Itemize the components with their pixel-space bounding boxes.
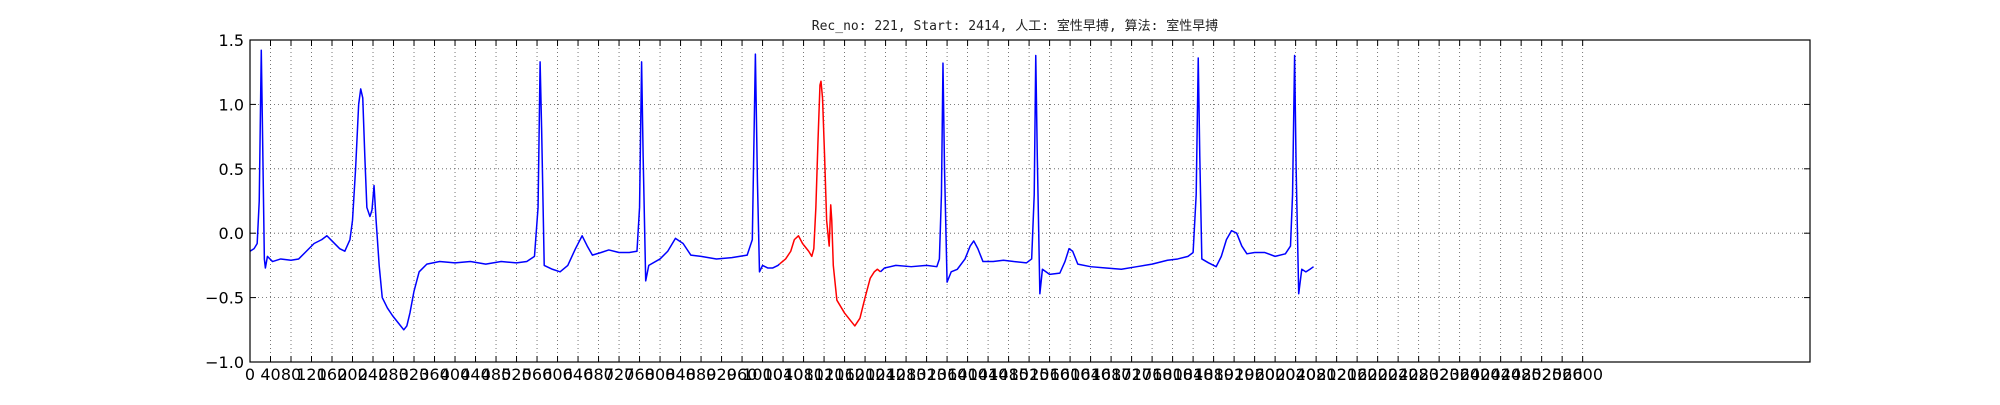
x-tick-label: 520 xyxy=(501,365,532,384)
ecg-series-line-2 xyxy=(778,80,881,327)
x-tick-label: 360 xyxy=(419,365,450,384)
plot-frame xyxy=(249,39,1811,363)
y-tick-label: −0.5 xyxy=(205,289,244,308)
x-tick-label: 760 xyxy=(624,365,655,384)
chart-title: Rec_no: 221, Start: 2414, 人工: 室性早搏, 算法: … xyxy=(812,18,1218,34)
x-tick-label: 840 xyxy=(665,365,696,384)
x-tick-label: 2160 xyxy=(1337,365,1378,384)
x-tick-label: 600 xyxy=(542,365,573,384)
x-tick-label: 480 xyxy=(481,365,512,384)
x-tick-label: 1320 xyxy=(906,365,947,384)
x-tick-label: 1200 xyxy=(845,365,886,384)
x-tick-label: 2000 xyxy=(1255,365,1296,384)
series-layer xyxy=(249,49,1314,331)
x-tick-label: 240 xyxy=(358,365,389,384)
x-tick-label: 2080 xyxy=(1296,365,1337,384)
x-tick-label: 0 xyxy=(245,365,255,384)
x-tick-label: 2200 xyxy=(1357,365,1398,384)
x-tick-label: 1440 xyxy=(968,365,1009,384)
x-axis: 0 40 8012016020024028032036040044048052056… xyxy=(245,40,1603,384)
x-tick-label: 1520 xyxy=(1009,365,1050,384)
x-tick-label: 2240 xyxy=(1378,365,1419,384)
x-tick-label: 2360 xyxy=(1439,365,1480,384)
x-tick-label: 2400 xyxy=(1460,365,1501,384)
x-tick-label: 1360 xyxy=(927,365,968,384)
x-tick-label: 40 xyxy=(260,365,280,384)
grid-layer xyxy=(249,39,1810,363)
x-tick-label: 320 xyxy=(399,365,430,384)
x-tick-label: 560 xyxy=(522,365,553,384)
x-tick-label: 960 xyxy=(727,365,758,384)
x-tick-label: 1800 xyxy=(1152,365,1193,384)
x-tick-label: 2040 xyxy=(1275,365,1316,384)
x-tick-label: 1560 xyxy=(1029,365,1070,384)
y-axis: −1.0 −0.5 0.0 0.5 1.0 1.5 xyxy=(205,31,1810,372)
x-tick-label: 1680 xyxy=(1091,365,1132,384)
x-tick-label: 1240 xyxy=(865,365,906,384)
x-tick-label: 400 xyxy=(440,365,471,384)
x-tick-label: 2280 xyxy=(1398,365,1439,384)
x-tick-label: 1960 xyxy=(1234,365,1275,384)
x-tick-label: 1040 xyxy=(763,365,804,384)
y-tick-label: 0.0 xyxy=(219,224,244,243)
x-tick-label: 2520 xyxy=(1521,365,1562,384)
x-tick-label: 720 xyxy=(604,365,635,384)
x-tick-label: 1160 xyxy=(824,365,865,384)
x-tick-label: 280 xyxy=(378,365,409,384)
x-tick-label: 160 xyxy=(317,365,348,384)
x-tick-label: 1400 xyxy=(947,365,988,384)
x-tick-label: 2480 xyxy=(1501,365,1542,384)
x-tick-label: 1120 xyxy=(804,365,845,384)
x-tick-label: 1280 xyxy=(886,365,927,384)
x-tick-label: 80 xyxy=(281,365,301,384)
x-tick-label: 1880 xyxy=(1193,365,1234,384)
x-tick-label: 440 xyxy=(460,365,491,384)
x-tick-label: 2440 xyxy=(1480,365,1521,384)
x-tick-label: 640 xyxy=(563,365,594,384)
x-tick-label: 920 xyxy=(706,365,737,384)
x-tick-label: 2120 xyxy=(1316,365,1357,384)
y-tick-label: 1.0 xyxy=(219,95,244,114)
x-tick-label: 2600 xyxy=(1562,365,1603,384)
y-tick-label: 1.5 xyxy=(219,31,244,50)
x-tick-label: 800 xyxy=(645,365,676,384)
x-tick-label: 1640 xyxy=(1070,365,1111,384)
x-tick-label: 2560 xyxy=(1542,365,1583,384)
x-tick-label: 1840 xyxy=(1173,365,1214,384)
x-tick-label: 1600 xyxy=(1050,365,1091,384)
ecg-series-line-1 xyxy=(249,49,780,331)
y-tick-label: 0.5 xyxy=(219,160,244,179)
ecg-series-line-3 xyxy=(879,54,1314,295)
x-tick-label: 1000 xyxy=(742,365,783,384)
x-tick-label: 1720 xyxy=(1111,365,1152,384)
y-tick-label: −1.0 xyxy=(205,353,244,372)
x-tick-label: 1920 xyxy=(1214,365,1255,384)
x-tick-label: 1080 xyxy=(783,365,824,384)
x-tick-label: 680 xyxy=(583,365,614,384)
x-tick-label: 880 xyxy=(686,365,717,384)
x-tick-label: 120 xyxy=(296,365,327,384)
x-tick-label: 200 xyxy=(337,365,368,384)
x-tick-label: 1760 xyxy=(1132,365,1173,384)
x-tick-label: 1480 xyxy=(988,365,1029,384)
x-tick-label: 2320 xyxy=(1419,365,1460,384)
